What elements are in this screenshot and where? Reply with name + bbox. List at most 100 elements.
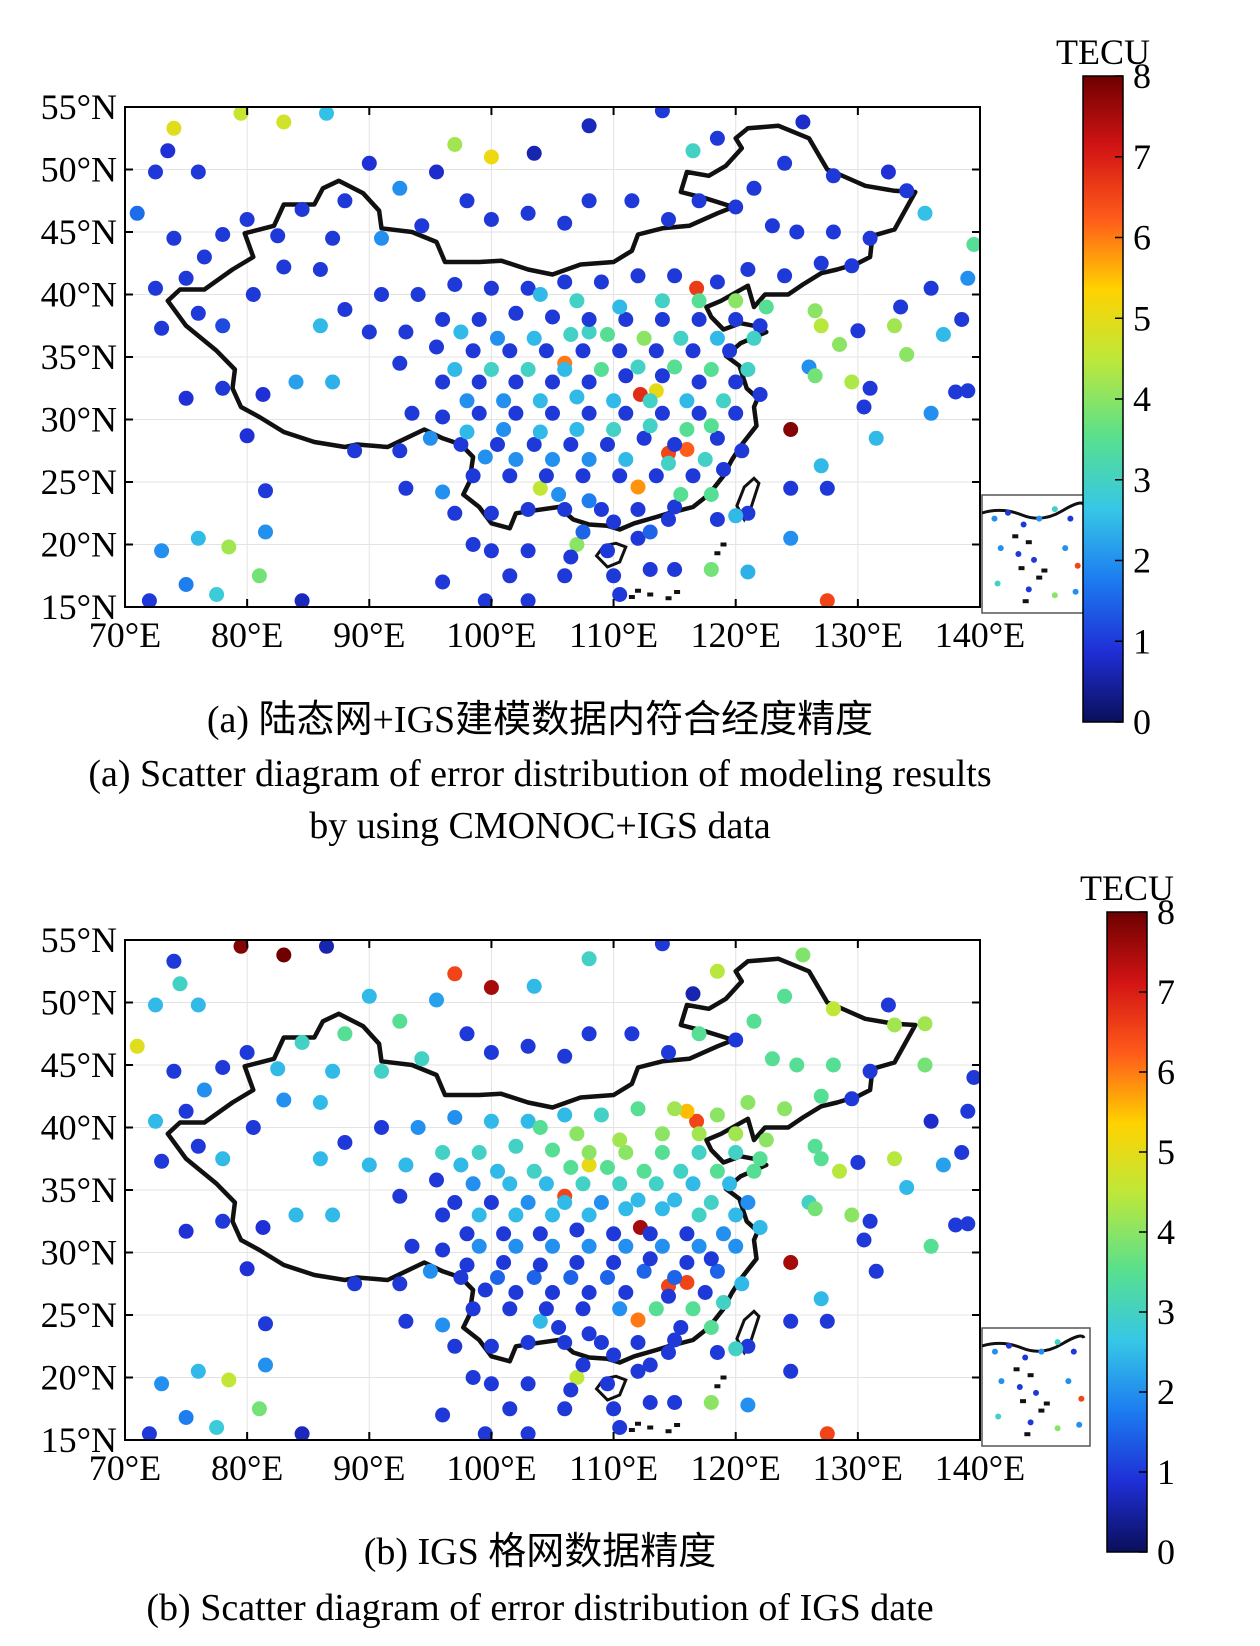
scatter-point — [606, 422, 622, 437]
scatter-point — [642, 1226, 658, 1242]
scatter-point — [813, 1291, 829, 1307]
inset-islet — [1012, 534, 1019, 539]
scatter-point — [404, 1238, 420, 1254]
scatter-point — [593, 1335, 609, 1350]
scatter-point — [325, 374, 341, 390]
scatter-point — [703, 487, 719, 502]
scatter-point — [233, 107, 249, 121]
scatter-point — [709, 1107, 725, 1123]
scatter-point — [703, 1320, 719, 1335]
colorbar-tick-label: 6 — [1133, 218, 1151, 258]
scatter-point — [508, 1238, 524, 1254]
inset-point — [991, 515, 998, 522]
scatter-point — [868, 1263, 884, 1279]
scatter-point — [691, 1207, 707, 1223]
scatter-point — [319, 940, 334, 954]
scatter-point — [819, 1313, 835, 1329]
scatter-point — [215, 318, 231, 334]
inset-point — [1054, 1425, 1061, 1432]
scatter-point — [728, 312, 744, 327]
scatter-point — [508, 1207, 524, 1223]
scatter-point — [807, 303, 823, 319]
scatter-point — [435, 1242, 451, 1258]
scatter-point — [612, 1420, 628, 1435]
scatter-point — [716, 393, 731, 409]
scatter-point — [471, 1207, 487, 1223]
scatter-point — [844, 258, 860, 274]
scatter-point — [612, 1176, 628, 1192]
scatter-point — [825, 1001, 841, 1017]
scatter-point — [270, 228, 286, 244]
inset-islet — [1036, 575, 1043, 580]
scatter-point — [777, 1101, 793, 1117]
scatter-point — [954, 1145, 970, 1160]
x-tick-label: 140°E — [935, 615, 1025, 655]
x-tick-label: 120°E — [691, 615, 781, 655]
scatter-point — [654, 368, 670, 384]
scatter-point — [734, 443, 750, 459]
inset-islet — [1027, 1373, 1034, 1378]
scatter-point — [606, 1347, 622, 1363]
scatter-point — [612, 1132, 628, 1148]
y-tick-label: 15°N — [41, 587, 117, 627]
scatter-point — [422, 1263, 438, 1279]
panel-b: 70°E 80°E 90°E 100°E 110°E 120°E 130°E 140°E 15°… — [41, 868, 1175, 1572]
scatter-point — [190, 997, 206, 1013]
scatter-point — [575, 343, 591, 359]
scatter-point — [520, 1335, 536, 1350]
x-tick-label: 90°E — [333, 1448, 405, 1488]
scatter-point — [215, 1060, 231, 1075]
scatter-point — [746, 330, 762, 346]
scatter-point — [600, 543, 615, 559]
scatter-point — [532, 1257, 548, 1273]
scatter-point — [258, 1316, 273, 1332]
scatter-point — [575, 468, 591, 484]
scatter-point — [642, 562, 658, 577]
scatter-point — [887, 318, 902, 334]
scatter-point — [502, 568, 518, 584]
scatter-point — [703, 1395, 719, 1410]
scatter-point — [392, 180, 408, 196]
scatter-point — [532, 1226, 548, 1242]
colorbar-tick-label: 4 — [1157, 1212, 1175, 1252]
scatter-point — [502, 343, 518, 359]
scatter-point — [777, 268, 793, 284]
scatter-point — [954, 312, 970, 327]
scatter-point — [606, 514, 622, 530]
scatter-point — [728, 1032, 744, 1048]
scatter-point — [435, 312, 451, 327]
scatter-point — [728, 508, 744, 524]
scatter-point — [630, 1363, 646, 1379]
inset-islet — [1025, 540, 1032, 545]
scatter-point — [508, 374, 524, 390]
scatter-point — [581, 118, 597, 134]
scatter-point — [716, 462, 731, 477]
scatter-point — [496, 393, 512, 409]
scatter-point — [483, 1376, 499, 1392]
scatter-point — [966, 237, 980, 252]
scatter-point — [624, 1026, 640, 1042]
scatter-point — [679, 1255, 695, 1270]
x-tick-label: 110°E — [569, 615, 658, 655]
scatter-point — [435, 574, 451, 590]
scatter-point — [783, 422, 799, 437]
colorbar-tick-label: 5 — [1133, 298, 1151, 338]
scatter-point — [593, 502, 609, 517]
scatter-point — [545, 405, 560, 421]
scatter-point — [709, 963, 725, 979]
scatter-point — [148, 164, 163, 180]
colorbar-tick-label: 0 — [1133, 702, 1151, 742]
scatter-point — [862, 1063, 878, 1079]
scatter-point — [612, 343, 628, 359]
scatter-point — [709, 1263, 725, 1279]
scatter-point — [178, 1410, 194, 1425]
scatter-point — [557, 1401, 573, 1417]
scatter-point — [783, 1313, 799, 1329]
scatter-point — [630, 1192, 646, 1208]
scatter-point — [752, 318, 768, 334]
inset-point — [1022, 1354, 1029, 1361]
scatter-point — [642, 393, 658, 409]
scatter-point — [722, 343, 738, 359]
scatter-point — [795, 947, 811, 963]
scatter-point — [636, 1163, 652, 1179]
